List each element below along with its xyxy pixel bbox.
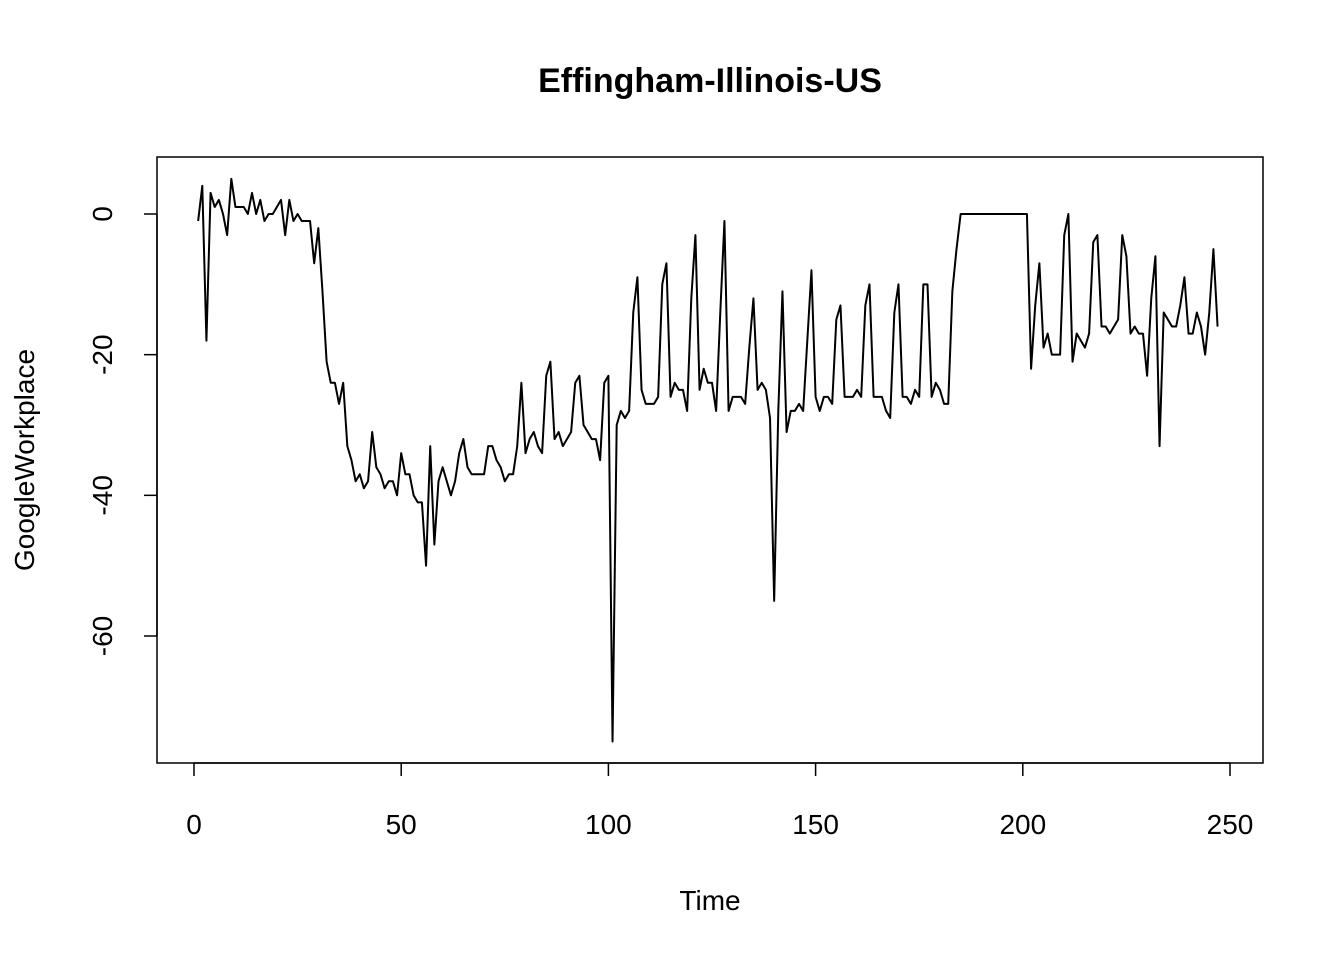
chart-title: Effingham-Illinois-US	[538, 62, 882, 100]
series-line	[197, 177, 1219, 743]
y-tick-label: -20	[87, 334, 118, 374]
y-axis-label: GoogleWorkplace	[9, 349, 40, 571]
y-tick-label: -40	[87, 475, 118, 515]
y-tick-label: -60	[87, 616, 118, 656]
x-tick-label: 250	[1207, 809, 1254, 840]
x-tick-label: 50	[386, 809, 417, 840]
y-axis: 0 -20 -40 -60	[87, 206, 158, 656]
x-axis-label: Time	[679, 885, 740, 916]
x-tick-label: 200	[999, 809, 1046, 840]
x-tick-label: 150	[792, 809, 839, 840]
y-tick-label: 0	[87, 206, 118, 222]
x-tick-label: 0	[186, 809, 202, 840]
x-axis: 0 50 100 150 200 250	[186, 762, 1254, 840]
series-layer	[197, 177, 1219, 743]
x-tick-label: 100	[585, 809, 632, 840]
